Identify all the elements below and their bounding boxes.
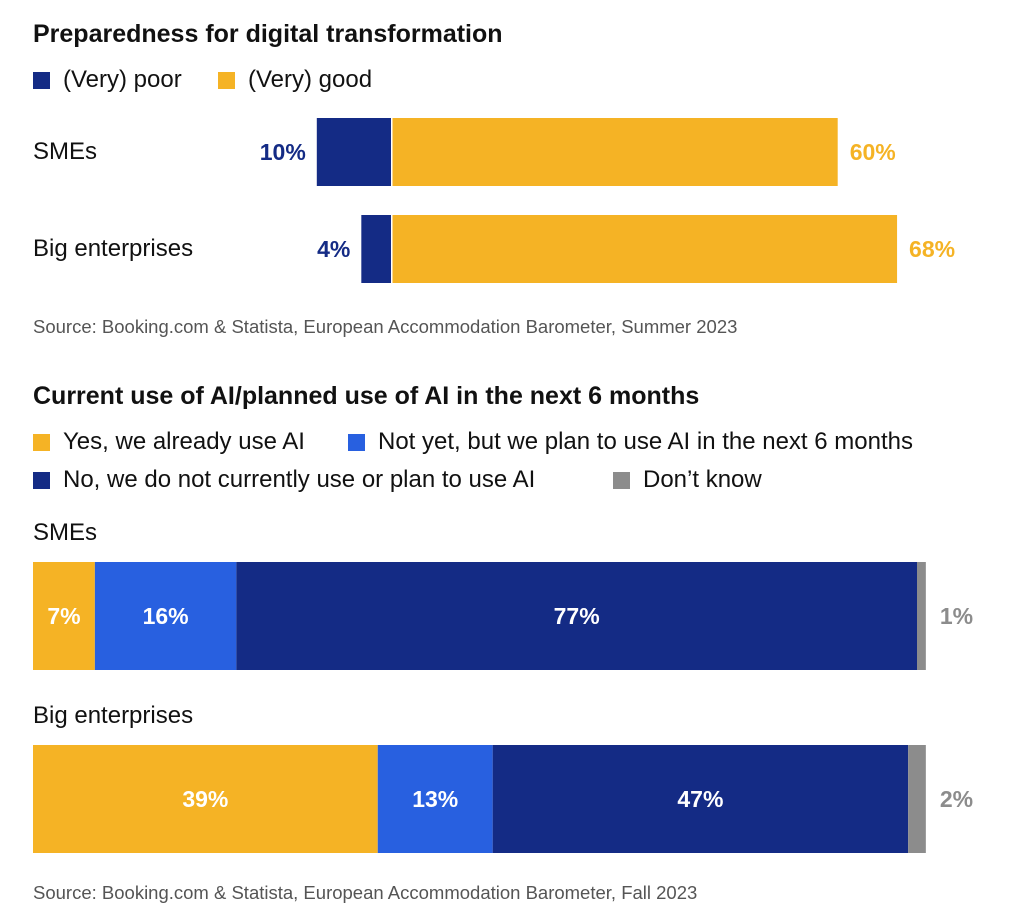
data-label-plan-big-enterprises: 13% xyxy=(412,786,458,812)
legend-swatch-dont-know xyxy=(613,471,630,489)
legend-swatch-poor xyxy=(33,71,50,89)
legend-label-plan: Not yet, but we plan to use AI in the ne… xyxy=(378,428,913,455)
chart1-source: Source: Booking.com & Statista, European… xyxy=(33,316,738,337)
chart2-source: Source: Booking.com & Statista, European… xyxy=(33,882,698,903)
bar-yes-smes xyxy=(33,562,95,670)
bar-yes-big-enterprises xyxy=(33,745,378,853)
chart2-title: Current use of AI/planned use of AI in t… xyxy=(33,382,700,410)
legend-item-poor: (Very) poor xyxy=(33,66,182,94)
data-label-yes-smes: 7% xyxy=(47,603,80,629)
legend-label-no: No, we do not currently use or plan to u… xyxy=(63,466,536,493)
bar-no-big-enterprises xyxy=(492,745,909,853)
legend-label-poor: (Very) poor xyxy=(63,66,182,93)
legend-swatch-good xyxy=(218,71,235,89)
data-label-yes-big-enterprises: 39% xyxy=(182,786,228,812)
chart1-category-smes: SMEs xyxy=(33,138,98,165)
legend-swatch-plan xyxy=(348,433,365,451)
data-label-dont-know-big-enterprises: 2% xyxy=(940,786,973,812)
legend-label-yes: Yes, we already use AI xyxy=(63,428,305,455)
bar-good-smes xyxy=(392,118,838,186)
bar-poor-big-enterprises xyxy=(361,215,391,283)
chart2-category-big-enterprises: Big enterprises xyxy=(33,702,194,729)
bar-poor-smes xyxy=(316,118,391,186)
chart1-category-big-enterprises: Big enterprises xyxy=(33,235,194,262)
data-label-no-smes: 77% xyxy=(554,603,600,629)
data-label-poor-smes: 10% xyxy=(260,139,306,165)
data-label-poor-big-enterprises: 4% xyxy=(317,236,350,262)
bar-no-smes xyxy=(236,562,917,670)
data-label-plan-smes: 16% xyxy=(143,603,189,629)
legend-item-yes: Yes, we already use AI xyxy=(33,428,305,456)
legend-label-good: (Very) good xyxy=(248,66,373,93)
data-label-good-big-enterprises: 68% xyxy=(909,236,955,262)
bar-plan-big-enterprises xyxy=(377,745,493,853)
legend-item-dont-know: Don’t know xyxy=(613,466,762,494)
legend-label-dont-know: Don’t know xyxy=(643,466,762,493)
data-label-good-smes: 60% xyxy=(850,139,896,165)
legend-item-plan: Not yet, but we plan to use AI in the ne… xyxy=(348,428,913,456)
chart2-category-smes: SMEs xyxy=(33,519,98,546)
data-label-dont-know-smes: 1% xyxy=(940,603,973,629)
bar-plan-smes xyxy=(94,562,237,670)
bar-dont-know-smes xyxy=(917,562,926,670)
legend-swatch-yes xyxy=(33,433,50,451)
chart1-title: Preparedness for digital transformation xyxy=(33,20,503,48)
data-label-no-big-enterprises: 47% xyxy=(677,786,723,812)
bar-dont-know-big-enterprises xyxy=(908,745,926,853)
legend-item-no: No, we do not currently use or plan to u… xyxy=(33,466,535,494)
bar-good-big-enterprises xyxy=(392,215,898,283)
legend-swatch-no xyxy=(33,471,50,489)
legend-item-good: (Very) good xyxy=(218,66,372,94)
